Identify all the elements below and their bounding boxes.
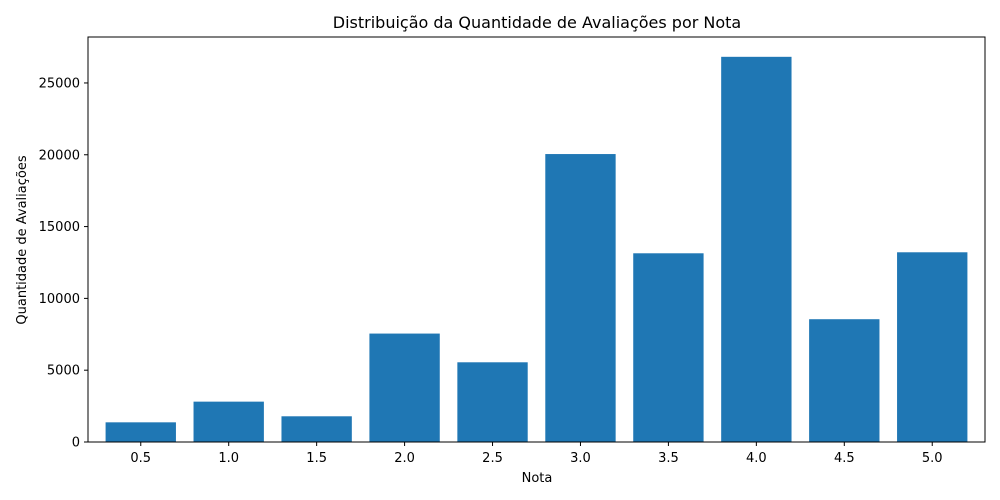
bar-4.0	[721, 56, 792, 442]
y-tick-label: 15000	[39, 220, 80, 235]
y-axis-ticks: 0 5000 10000 15000 20000 25000	[39, 76, 88, 451]
y-axis-label: Quantidade de Avaliações	[15, 155, 30, 324]
bar-1.0	[193, 401, 264, 442]
bar-3.0	[545, 154, 616, 443]
y-tick-label: 25000	[39, 76, 80, 91]
x-tick-label: 1.0	[218, 451, 239, 466]
bar-2.5	[457, 362, 528, 442]
bar-2.0	[369, 333, 440, 442]
y-tick-label: 20000	[39, 148, 80, 163]
x-tick-label: 4.5	[834, 451, 855, 466]
x-tick-label: 2.0	[394, 451, 415, 466]
y-tick-label: 10000	[39, 292, 80, 307]
x-tick-label: 5.0	[922, 451, 943, 466]
y-tick-label: 0	[72, 436, 80, 451]
bars-group	[105, 56, 968, 443]
bar-1.5	[281, 416, 352, 442]
chart-title: Distribuição da Quantidade de Avaliações…	[333, 13, 741, 32]
y-tick-label: 5000	[47, 364, 80, 379]
bar-0.5	[105, 422, 176, 442]
x-tick-label: 2.5	[482, 451, 503, 466]
x-axis-label: Nota	[522, 471, 553, 486]
x-tick-label: 4.0	[746, 451, 767, 466]
bar-4.5	[809, 319, 880, 442]
x-tick-label: 3.0	[570, 451, 591, 466]
bar-3.5	[633, 253, 704, 442]
bar-5.0	[897, 252, 968, 442]
plot-frame	[87, 36, 986, 443]
x-tick-label: 1.5	[306, 451, 327, 466]
x-tick-label: 3.5	[658, 451, 679, 466]
x-tick-label: 0.5	[130, 451, 151, 466]
x-axis-ticks: 0.5 1.0 1.5 2.0 2.5 3.0 3.5 4.0 4.5 5.0	[130, 442, 943, 466]
